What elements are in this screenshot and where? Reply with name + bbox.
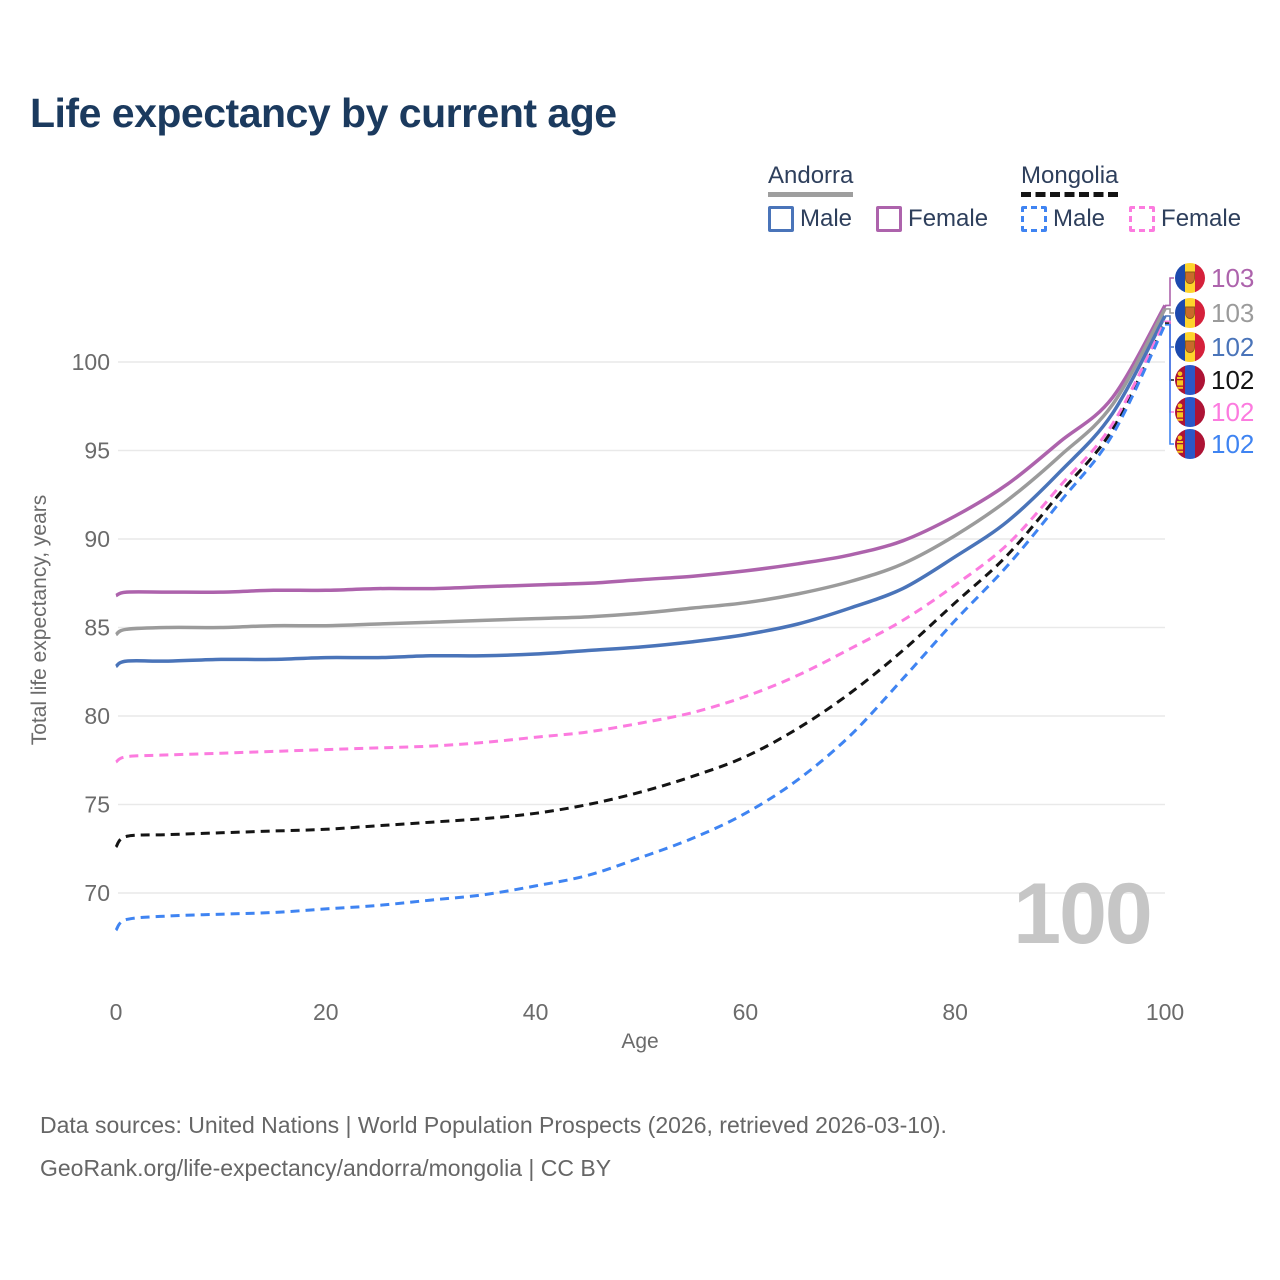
y-tick-label-85: 85 — [84, 615, 110, 641]
legend-country-mongolia: Mongolia — [1021, 162, 1119, 197]
series-line-mongolia-female[interactable] — [115, 320, 1167, 764]
series-line-mongolia-both[interactable] — [114, 322, 1167, 849]
y-tick-label-95: 95 — [84, 438, 110, 464]
andorra-flag-icon — [1175, 298, 1205, 328]
leader-line-andorra-female — [1165, 277, 1174, 307]
checkbox-icon-andorra-male[interactable] — [768, 205, 794, 232]
andorra-flag-icon — [1175, 332, 1205, 362]
x-tick-label-40: 40 — [523, 999, 549, 1025]
y-tick-label-70: 70 — [84, 880, 110, 906]
footer: Data sources: United Nations | World Pop… — [40, 1104, 947, 1190]
y-tick-label-80: 80 — [84, 703, 110, 729]
y-tick-label-90: 90 — [84, 526, 110, 552]
y-tick-label-75: 75 — [84, 792, 110, 818]
y-axis-title: Total life expectancy, years — [28, 495, 51, 746]
checkbox-icon-andorra-female[interactable] — [876, 205, 903, 232]
legend-group-andorra: Andorra Male Female — [768, 162, 988, 233]
legend-label-mongolia-male: Male — [1053, 204, 1106, 232]
axis-layer: 70 75 80 85 90 95 100 0 20 40 60 80 100 — [72, 349, 1185, 1025]
x-axis-title: Age — [621, 1030, 658, 1053]
x-tick-label-100: 100 — [1146, 999, 1184, 1025]
legend-label-andorra-male: Male — [800, 204, 853, 232]
legend-label-andorra-female: Female — [908, 204, 989, 232]
checkbox-icon-mongolia-male[interactable] — [1021, 205, 1047, 232]
series-line-andorra-male[interactable] — [114, 315, 1167, 668]
end-value-label-andorra-male: 102 — [1211, 332, 1254, 362]
x-tick-label-60: 60 — [733, 999, 759, 1025]
leader-line-mongolia-male — [1165, 324, 1174, 445]
series-layer — [114, 304, 1167, 932]
x-tick-label-20: 20 — [313, 999, 339, 1025]
series-line-andorra-both[interactable] — [114, 308, 1167, 637]
x-tick-label-0: 0 — [110, 999, 123, 1025]
grid-layer — [118, 361, 1165, 894]
mongolia-flag-icon — [1175, 429, 1205, 459]
series-line-andorra-female[interactable] — [115, 304, 1167, 598]
end-value-label-mongolia-both: 102 — [1211, 365, 1254, 395]
page-title: Life expectancy by current age — [30, 90, 617, 136]
end-value-label-andorra-female: 103 — [1211, 263, 1254, 293]
end-value-label-andorra-both: 103 — [1211, 298, 1254, 328]
legend-checkbox-mongolia-female[interactable]: Female — [1129, 205, 1241, 233]
mongolia-flag-icon — [1175, 397, 1205, 427]
y-tick-label-100: 100 — [72, 349, 110, 375]
mongolia-flag-icon — [1175, 365, 1205, 395]
checkbox-icon-mongolia-female[interactable] — [1129, 205, 1156, 232]
legend-checkbox-mongolia-male[interactable]: Male — [1021, 205, 1105, 233]
footer-attribution-link: GeoRank.org/life-expectancy/andorra/mong… — [40, 1155, 612, 1181]
footer-data-sources: Data sources: United Nations | World Pop… — [40, 1112, 947, 1138]
series-line-mongolia-male[interactable] — [114, 324, 1167, 932]
x-tick-label-80: 80 — [942, 999, 968, 1025]
legend-group-mongolia: Mongolia Male Female — [1021, 162, 1241, 233]
leader-line-andorra-both — [1165, 308, 1174, 314]
legend-checkbox-andorra-female[interactable]: Female — [876, 205, 988, 233]
age-watermark: 100 — [1013, 866, 1151, 962]
legend-checkbox-andorra-male[interactable]: Male — [768, 205, 852, 233]
end-value-label-mongolia-male: 102 — [1211, 429, 1254, 459]
andorra-flag-icon — [1175, 263, 1205, 293]
legend-country-andorra: Andorra — [768, 162, 854, 197]
end-value-label-mongolia-female: 102 — [1211, 397, 1254, 427]
legend-label-mongolia-female: Female — [1161, 204, 1242, 232]
